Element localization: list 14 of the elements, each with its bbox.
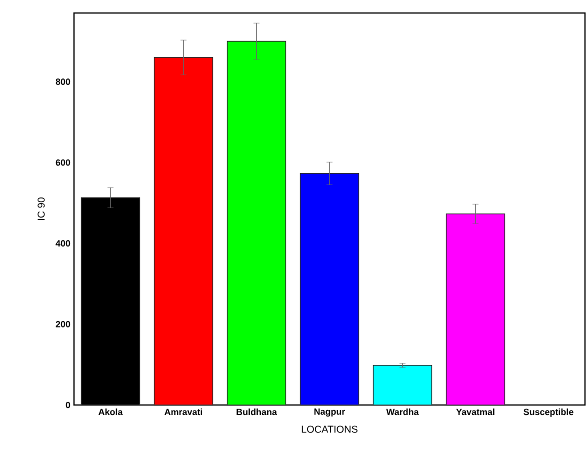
x-tick-label: Nagpur (314, 408, 346, 417)
x-axis-title: LOCATIONS (302, 426, 358, 433)
x-tick-label: Buldhana (236, 408, 277, 416)
y-tick-label: 200 (56, 320, 70, 328)
y-tick-label: 400 (56, 240, 70, 247)
y-tick-label: 0 (66, 402, 70, 408)
y-axis-title: IC 90 (38, 197, 45, 220)
x-tick-label: Wardha (386, 408, 419, 416)
x-tick-label: Susceptible (524, 408, 574, 417)
x-tick-label: Amravati (164, 408, 202, 416)
x-tick-label: Akola (98, 408, 123, 416)
x-tick-label: Yavatmal (456, 408, 494, 416)
y-tick-label: 600 (56, 159, 70, 166)
y-tick-label: 800 (56, 78, 70, 85)
